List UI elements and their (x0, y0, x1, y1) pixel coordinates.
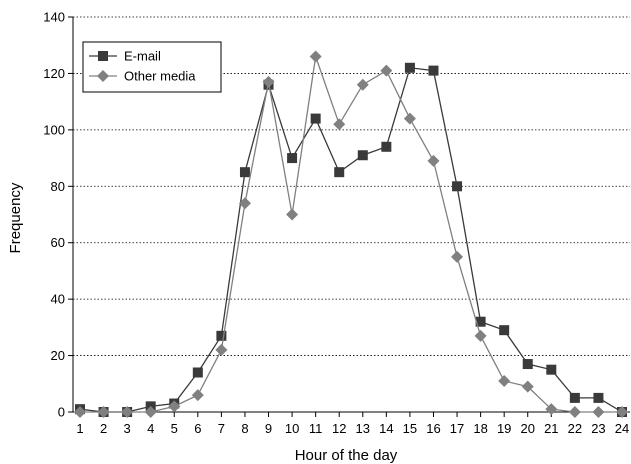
y-tick-label: 100 (43, 122, 65, 137)
x-tick-label: 11 (309, 421, 323, 436)
data-point (333, 118, 346, 131)
data-point (310, 113, 321, 124)
x-axis-label: Hour of the day (295, 447, 398, 464)
x-tick-label: 18 (473, 421, 487, 436)
data-point (521, 380, 534, 393)
series-line (80, 56, 622, 413)
x-tick-label: 21 (544, 421, 558, 436)
data-point (404, 62, 415, 73)
series-2 (74, 50, 628, 418)
series-line (79, 67, 623, 413)
x-tick-label: 7 (218, 421, 225, 436)
legend-marker (97, 70, 109, 82)
x-tick-label: 15 (403, 421, 417, 436)
x-tick-label: 6 (194, 421, 201, 436)
y-tick-label: 20 (51, 348, 65, 363)
x-tick-label: 3 (124, 421, 131, 436)
series-group (74, 50, 628, 418)
y-tick-label: 120 (43, 66, 65, 81)
x-tick-label: 23 (591, 421, 605, 436)
x-tick-label: 24 (615, 421, 629, 436)
data-point (427, 154, 440, 167)
data-point (238, 197, 251, 210)
x-tick-label: 17 (450, 421, 464, 436)
data-point (593, 392, 604, 403)
data-point (616, 406, 628, 418)
data-point (428, 65, 439, 76)
x-tick-label: 9 (265, 421, 272, 436)
data-point (452, 181, 463, 192)
legend-label: Other media (124, 69, 196, 84)
data-point (357, 150, 368, 161)
y-tick-label: 40 (51, 292, 65, 307)
y-tick-label: 60 (51, 235, 65, 250)
data-point (262, 75, 275, 88)
data-point (97, 406, 110, 418)
x-axis-ticks: 1 2 3 4 5 6 7 8 9 10 11 12 13 14 15 16 17 18 19 20 21 22 23 24 (76, 412, 629, 436)
data-point (592, 406, 605, 418)
data-point (474, 329, 487, 342)
data-point (309, 50, 322, 63)
legend-marker (98, 51, 108, 61)
data-point (380, 64, 393, 77)
data-point (499, 325, 510, 336)
y-axis-label: Frequency (7, 182, 24, 253)
data-point (403, 112, 416, 125)
x-tick-label: 1 (76, 421, 83, 436)
data-point (545, 403, 558, 416)
x-tick-label: 4 (147, 421, 154, 436)
data-point (546, 364, 557, 375)
y-tick-label: 0 (58, 405, 65, 420)
data-point (522, 359, 533, 370)
legend-label: E-mail (124, 49, 161, 64)
data-point (216, 330, 227, 341)
data-point (191, 389, 204, 402)
data-point (381, 141, 392, 152)
y-axis-ticks: 0 20 40 60 80 100 120 140 (43, 10, 73, 420)
x-tick-label: 10 (285, 421, 299, 436)
x-tick-label: 13 (356, 421, 370, 436)
data-point (192, 367, 203, 378)
x-tick-label: 2 (100, 421, 107, 436)
series-1 (75, 62, 627, 417)
x-tick-label: 20 (521, 421, 535, 436)
data-point (144, 406, 157, 418)
legend-item: E-mail (89, 49, 161, 64)
x-tick-label: 16 (426, 421, 440, 436)
data-point (451, 250, 464, 263)
x-tick-label: 5 (171, 421, 178, 436)
data-point (569, 392, 580, 403)
axes (72, 17, 630, 413)
data-point (334, 167, 345, 178)
x-tick-label: 8 (241, 421, 248, 436)
data-point (74, 406, 86, 418)
legend: E-mail Other media (82, 41, 222, 93)
data-point (121, 406, 134, 418)
y-tick-label: 80 (51, 179, 65, 194)
data-point (168, 400, 181, 413)
x-tick-label: 22 (568, 421, 582, 436)
legend-box (82, 41, 222, 93)
legend-item: Other media (89, 69, 196, 84)
data-point (239, 167, 250, 178)
data-point (286, 208, 299, 221)
x-tick-label: 12 (332, 421, 346, 436)
x-tick-label: 14 (379, 421, 393, 436)
data-point (498, 374, 511, 387)
data-point (215, 343, 228, 356)
data-point (475, 316, 486, 327)
data-point (287, 153, 298, 164)
data-point (356, 78, 369, 91)
x-tick-label: 19 (497, 421, 511, 436)
data-point (568, 406, 581, 418)
y-tick-label: 140 (43, 10, 65, 25)
